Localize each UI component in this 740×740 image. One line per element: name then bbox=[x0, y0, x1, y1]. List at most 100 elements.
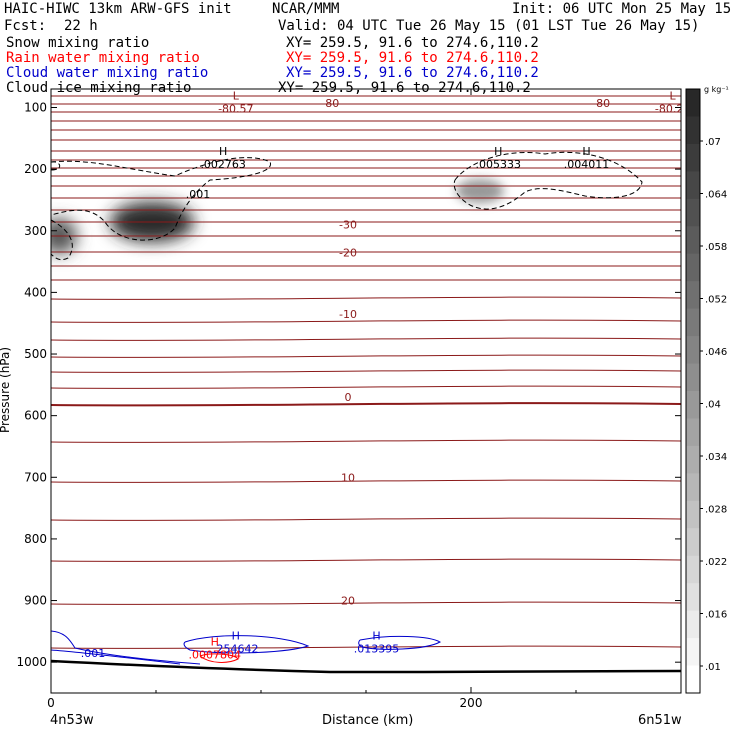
isotherm-line bbox=[51, 369, 681, 373]
y-tick-label: 500 bbox=[24, 347, 47, 361]
contour-label: -80 bbox=[592, 97, 610, 110]
colorbar-swatch bbox=[686, 473, 700, 502]
legend-snow-name: Snow mixing ratio bbox=[6, 35, 150, 51]
legend-cloudwater-name: Cloud water mixing ratio bbox=[6, 65, 209, 81]
title-left: HAIC-HIWC 13km ARW-GFS init bbox=[4, 1, 232, 17]
y-tick-label: 200 bbox=[24, 162, 47, 176]
x-tick-label: 200 bbox=[460, 696, 483, 710]
contour-label: .001 bbox=[81, 647, 106, 660]
cloud-ice-contour bbox=[51, 161, 61, 171]
extremum-symbol: H bbox=[494, 145, 502, 158]
colorbar: .07 .064 .058 .052 .046 .04 .034 .028 .022 .016 .0… bbox=[685, 85, 729, 694]
legend-cloudice-xy: XY= 259.5, 91.6 to 274.6,110.2 bbox=[278, 80, 531, 96]
x-axis-label: Distance (km) bbox=[322, 713, 414, 728]
isotherm-line bbox=[51, 645, 681, 649]
colorbar-tick-label: .046 bbox=[705, 347, 727, 358]
y-tick-label: 400 bbox=[24, 285, 47, 299]
isotherm-line bbox=[51, 354, 681, 358]
colorbar-swatch bbox=[686, 336, 700, 365]
colorbar-frame bbox=[685, 88, 701, 694]
isotherm-line bbox=[51, 159, 681, 161]
extremum-symbol: H bbox=[582, 145, 590, 158]
x-start-label: 4n53w bbox=[50, 713, 94, 728]
isotherm-line bbox=[51, 296, 681, 300]
isotherm-line bbox=[51, 251, 681, 253]
colorbar-swatch bbox=[686, 253, 700, 282]
isotherm-line bbox=[51, 175, 681, 177]
cloud-water-contour bbox=[51, 649, 181, 665]
colorbar-swatch bbox=[686, 363, 700, 392]
colorbar-tick-label: .052 bbox=[705, 295, 727, 306]
y-tick-label: 700 bbox=[24, 470, 47, 484]
colorbar-tick-label: .016 bbox=[705, 610, 727, 621]
isotherm-label: 20 bbox=[341, 595, 355, 608]
extremum-value: .002763 bbox=[200, 158, 246, 171]
fcst-label: Fcst: bbox=[4, 18, 47, 34]
extremum-symbol: L bbox=[670, 89, 677, 102]
extremum-value: -80.27 bbox=[655, 102, 690, 115]
isotherm-line bbox=[51, 185, 681, 187]
valid-time: Valid: 04 UTC Tue 26 May 15 (01 LST Tue … bbox=[278, 18, 700, 34]
colorbar-tick-label: .01 bbox=[705, 662, 721, 673]
colorbar-swatch bbox=[686, 226, 700, 255]
isotherm-line bbox=[51, 479, 681, 483]
colorbar-swatch bbox=[686, 555, 700, 584]
colorbar-tick-label: .028 bbox=[705, 505, 727, 516]
colorbar-swatch bbox=[686, 638, 700, 667]
contour-label: -80 bbox=[321, 97, 339, 110]
terrain-line bbox=[51, 659, 681, 674]
fcst-value: 22 h bbox=[64, 18, 98, 34]
colorbar-tick-label: .034 bbox=[705, 452, 727, 463]
y-tick-label: 900 bbox=[24, 594, 47, 608]
isotherm-line bbox=[51, 103, 681, 105]
isotherm-line bbox=[51, 319, 681, 323]
isotherm-label: -20 bbox=[339, 246, 357, 259]
colorbar-tick-label: .058 bbox=[705, 242, 727, 253]
colorbar-unit: g kg⁻¹ bbox=[704, 85, 729, 94]
x-tick-label: 0 bbox=[47, 696, 55, 710]
y-tick-label: 600 bbox=[24, 409, 47, 423]
extremum-symbol: H bbox=[211, 636, 219, 649]
isotherm-line bbox=[51, 601, 681, 605]
extremum-symbol: H bbox=[219, 145, 227, 158]
isotherm-label: -10 bbox=[339, 308, 357, 321]
legend-rain-xy: XY= 259.5, 91.6 to 274.6,110.2 bbox=[286, 50, 539, 66]
shading-blob bbox=[456, 179, 504, 203]
colorbar-swatch bbox=[686, 116, 700, 145]
extremum-value: .005333 bbox=[476, 158, 522, 171]
isotherm-line bbox=[51, 139, 681, 141]
cloud-ice-contour bbox=[51, 219, 73, 261]
y-tick-label: 300 bbox=[24, 224, 47, 238]
isotherm-line bbox=[51, 265, 681, 267]
isotherm-line bbox=[51, 197, 681, 199]
colorbar-swatch bbox=[686, 583, 700, 612]
rain-water-contour bbox=[199, 653, 239, 663]
isotherm-line bbox=[51, 209, 681, 211]
cloud-ice-contour bbox=[51, 157, 271, 241]
extremum-value: .0007804 bbox=[189, 649, 242, 662]
isotherm-label: -30 bbox=[339, 219, 357, 232]
colorbar-swatch bbox=[686, 308, 700, 337]
colorbar-tick-label: .064 bbox=[705, 190, 727, 201]
colorbar-swatch bbox=[686, 665, 700, 694]
isotherm-line bbox=[51, 95, 681, 97]
colorbar-swatch bbox=[686, 171, 700, 200]
isotherm-line bbox=[51, 129, 681, 131]
extremum-symbol: H bbox=[372, 629, 380, 642]
y-axis-label: Pressure (hPa) bbox=[0, 346, 13, 434]
x-end-label: 6n51w bbox=[638, 713, 682, 728]
isotherm-line bbox=[51, 402, 681, 407]
isotherm-line bbox=[51, 167, 681, 169]
colorbar-swatch bbox=[686, 445, 700, 474]
legend-cloudwater-xy: XY= 259.5, 91.6 to 274.6,110.2 bbox=[286, 65, 539, 81]
cloud-ice-contour bbox=[453, 151, 643, 210]
title-center: NCAR/MMM bbox=[272, 1, 340, 17]
legend-cloudice-name: Cloud ice mixing ratio bbox=[6, 80, 192, 96]
colorbar-swatch bbox=[686, 418, 700, 447]
extremum-value: .004011 bbox=[564, 158, 610, 171]
colorbar-swatch bbox=[686, 89, 700, 117]
y-tick-label: 100 bbox=[24, 100, 47, 114]
extremum-value: .013395 bbox=[354, 642, 400, 655]
cloud-water-contour bbox=[358, 635, 442, 650]
isotherm-line bbox=[51, 279, 681, 281]
